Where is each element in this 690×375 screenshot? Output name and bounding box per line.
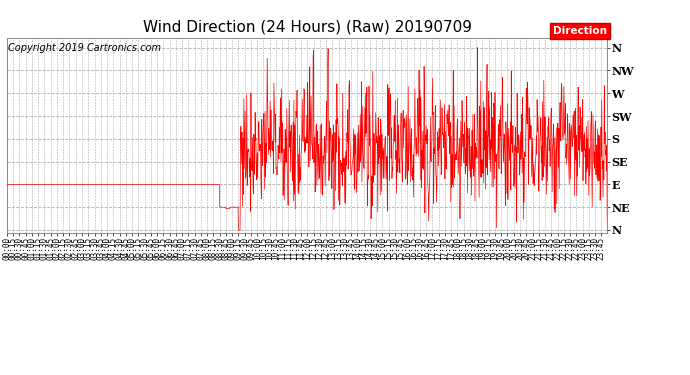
Text: Copyright 2019 Cartronics.com: Copyright 2019 Cartronics.com [8, 44, 161, 53]
Title: Wind Direction (24 Hours) (Raw) 20190709: Wind Direction (24 Hours) (Raw) 20190709 [143, 20, 471, 35]
Text: Direction: Direction [553, 26, 607, 36]
